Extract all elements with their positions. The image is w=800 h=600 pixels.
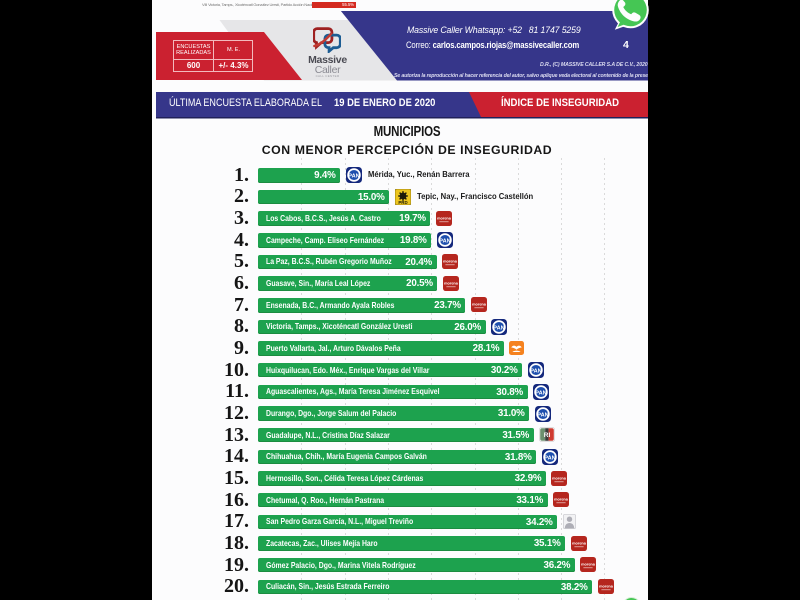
svg-text:PAN: PAN — [535, 390, 546, 396]
svg-text:PRD: PRD — [398, 200, 407, 205]
svg-text:PAN: PAN — [530, 369, 541, 375]
svg-text:morena: morena — [472, 303, 487, 307]
svg-text:morena: morena — [572, 541, 587, 545]
svg-text:morena: morena — [599, 584, 614, 588]
svg-text:morena: morena — [554, 498, 569, 502]
svg-text:PAN: PAN — [493, 325, 504, 331]
svg-text:PAN: PAN — [348, 174, 359, 180]
svg-text:morena: morena — [443, 259, 458, 263]
svg-text:morena: morena — [553, 476, 568, 480]
svg-text:PAN: PAN — [544, 455, 555, 461]
svg-text:morena: morena — [437, 216, 452, 220]
svg-text:RI: RI — [544, 432, 551, 439]
svg-text:morena: morena — [444, 281, 459, 285]
svg-text:PAN: PAN — [439, 239, 450, 245]
svg-text:PAN: PAN — [537, 412, 548, 418]
svg-text:morena: morena — [581, 563, 596, 567]
